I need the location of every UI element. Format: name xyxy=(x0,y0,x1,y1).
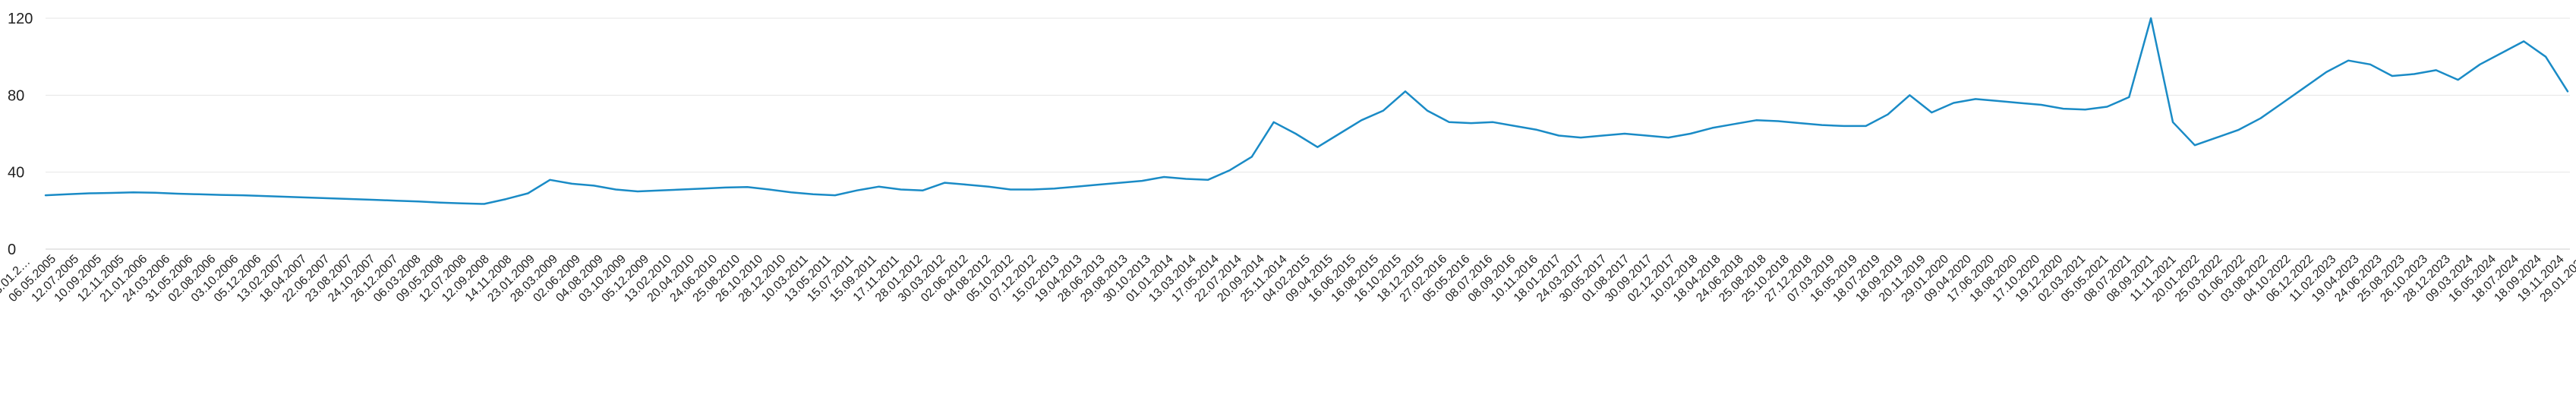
y-tick-label: 120 xyxy=(8,11,33,27)
y-tick-label: 40 xyxy=(8,165,24,182)
y-tick-label: 80 xyxy=(8,87,24,104)
y-tick-label: 0 xyxy=(8,242,16,258)
series-line xyxy=(44,17,2569,205)
x-axis: 03.01.2…06.05.200512.07.200510.09.200512… xyxy=(0,252,2576,305)
series-layer xyxy=(44,17,2569,205)
grid-layer xyxy=(46,17,2570,250)
y-axis: 0 40 80 120 xyxy=(8,11,33,258)
